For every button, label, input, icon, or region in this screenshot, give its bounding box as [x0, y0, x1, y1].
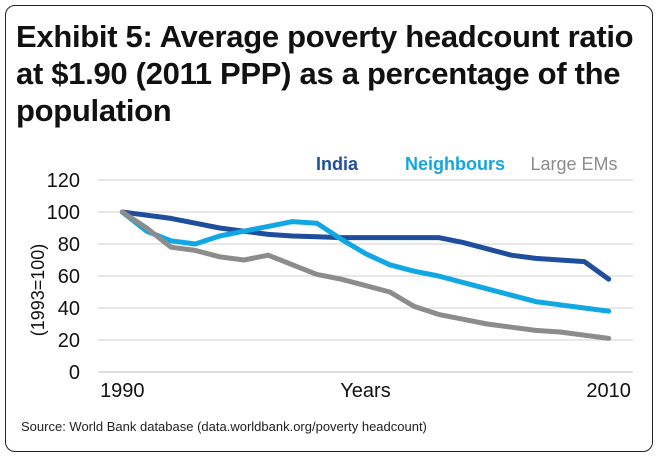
legend-item: India [316, 154, 359, 174]
x-tick-label: 2010 [586, 380, 631, 402]
y-axis-title: (1993=100) [28, 244, 48, 337]
y-tick-label: 40 [58, 298, 80, 320]
y-tick-label: 120 [47, 170, 80, 192]
legend-item: Large EMs [530, 154, 617, 174]
series-line [119, 209, 612, 314]
y-tick-label: 60 [58, 266, 80, 288]
source-note: Source: World Bank database (data.worldb… [21, 419, 427, 434]
y-tick-label: 100 [47, 202, 80, 224]
x-tick-label: 1990 [100, 380, 145, 402]
series-line [119, 209, 612, 341]
chart-title: Exhibit 5: Average poverty headcount rat… [16, 19, 634, 128]
y-tick-label: 0 [69, 362, 80, 384]
y-tick-label: 20 [58, 330, 80, 352]
x-axis-title: Years [340, 380, 390, 402]
legend-item: Neighbours [405, 154, 505, 174]
y-tick-label: 80 [58, 234, 80, 256]
